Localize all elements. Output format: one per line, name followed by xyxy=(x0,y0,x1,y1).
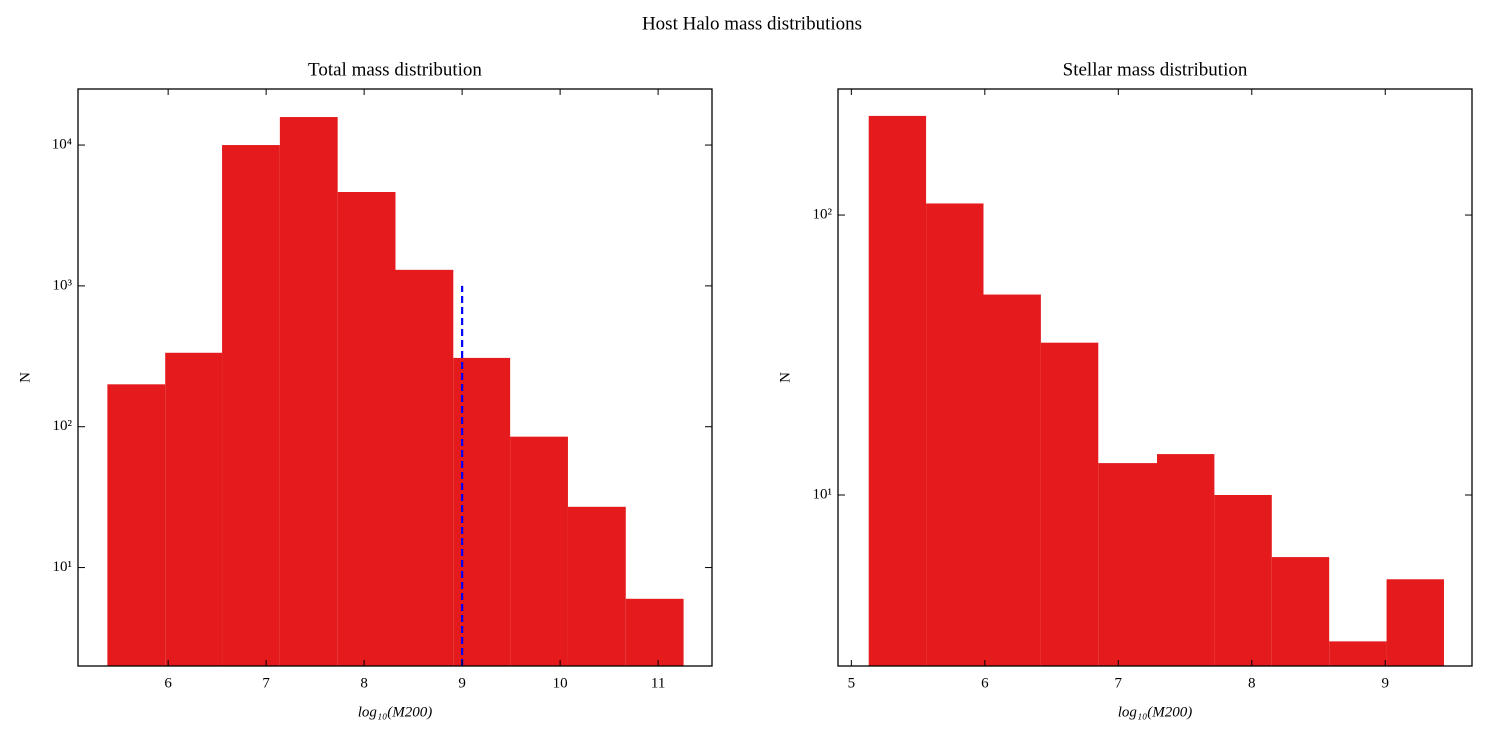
bar xyxy=(165,352,223,666)
bar xyxy=(1329,641,1387,666)
y-axis-label: N xyxy=(17,372,33,383)
x-tick-label: 9 xyxy=(1381,675,1389,691)
y-tick-label: 10¹ xyxy=(813,486,833,502)
bar xyxy=(1386,579,1444,666)
x-axis-label: log₁₀(M200) xyxy=(1118,704,1193,720)
x-axis-label: log₁₀(M200) xyxy=(358,704,433,720)
x-tick-label: 7 xyxy=(262,675,270,691)
figure-title: Host Halo mass distributions xyxy=(642,13,862,34)
y-axis-label: N xyxy=(777,372,793,383)
x-tick-label: 5 xyxy=(848,675,856,691)
bar xyxy=(983,294,1041,666)
y-tick-label: 10³ xyxy=(53,277,73,293)
x-tick-label: 9 xyxy=(458,675,466,691)
bar xyxy=(1157,454,1215,666)
x-tick-label: 11 xyxy=(651,675,665,691)
bar xyxy=(868,115,927,667)
axes-frame xyxy=(837,88,1473,667)
bar xyxy=(1098,463,1158,666)
bar xyxy=(1040,342,1099,666)
bar xyxy=(1271,557,1330,666)
bar xyxy=(107,384,166,666)
bar xyxy=(279,117,338,666)
x-tick-label: 6 xyxy=(164,675,172,691)
bar xyxy=(395,269,454,666)
y-tick-label: 10² xyxy=(813,206,833,222)
x-tick-label: 10 xyxy=(553,675,568,691)
axes-title: Stellar mass distribution xyxy=(1063,59,1248,80)
axes-frame xyxy=(77,88,713,667)
bar xyxy=(222,145,280,666)
y-tick-label: 10¹ xyxy=(53,559,73,575)
y-tick-label: 10⁴ xyxy=(52,136,72,152)
x-tick-label: 6 xyxy=(981,675,989,691)
bar xyxy=(510,436,568,666)
x-tick-label: 8 xyxy=(360,675,368,691)
bar xyxy=(926,203,984,666)
x-tick-label: 7 xyxy=(1115,675,1123,691)
x-tick-label: 8 xyxy=(1248,675,1256,691)
bar xyxy=(1214,494,1272,666)
axes-title: Total mass distribution xyxy=(308,59,482,80)
bar xyxy=(337,192,396,666)
bar xyxy=(567,506,626,666)
y-tick-label: 10² xyxy=(53,418,73,434)
bar xyxy=(625,598,684,666)
